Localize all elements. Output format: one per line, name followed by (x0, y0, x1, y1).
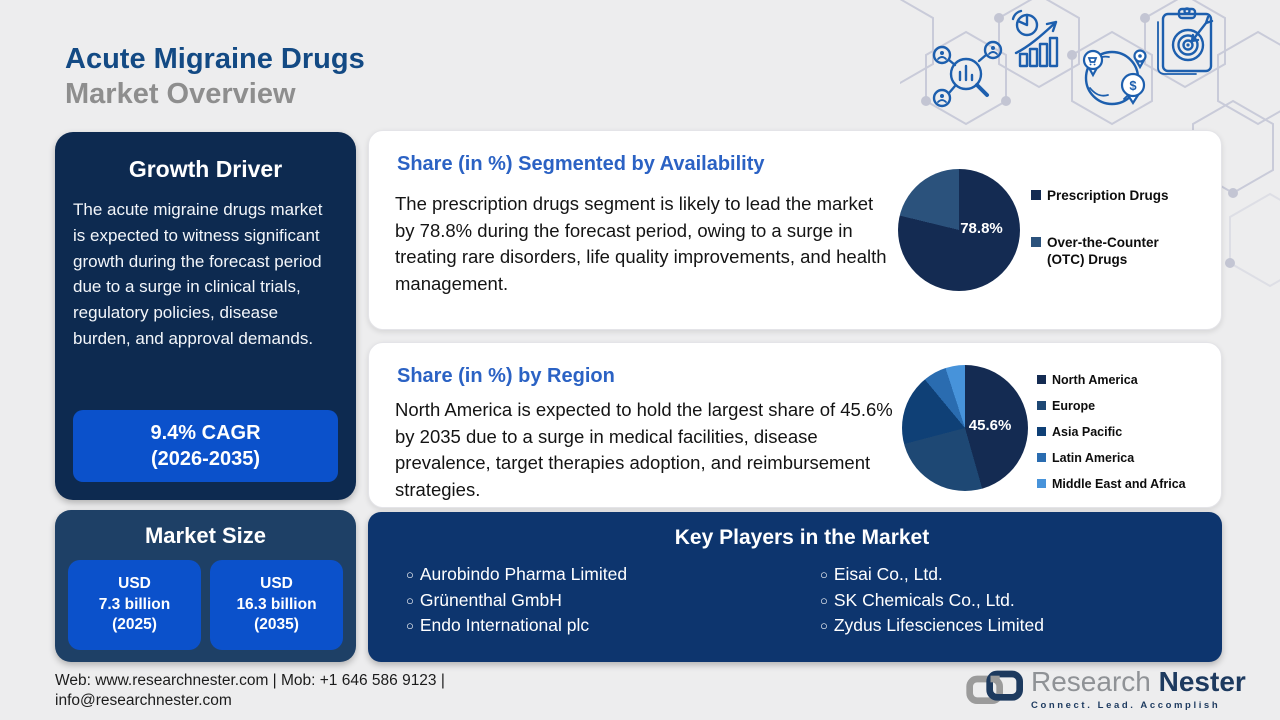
key-players-column-1: ○ Aurobindo Pharma Limited ○ Grünenthal Gmb… (406, 562, 820, 639)
key-player-name: Eisai Co., Ltd. (833, 564, 943, 584)
legend-marker-icon (1031, 236, 1041, 247)
region-legend: North America Europe Asia Pacific Latin Ame… (1037, 373, 1217, 492)
cagr-value: 9.4% CAGR (150, 422, 261, 444)
circle-bullet-icon: ○ (406, 618, 414, 634)
legend-label: Latin America (1052, 451, 1135, 465)
market-size-card: Market Size USD 7.3 billion (2025) USD 1… (55, 510, 356, 662)
legend-marker-icon (1037, 401, 1046, 410)
key-players-column-2: ○ Eisai Co., Ltd. ○ SK Chemicals Co., Ltd. ○… (820, 562, 1198, 639)
circle-bullet-icon: ○ (820, 592, 828, 608)
circle-bullet-icon: ○ (820, 618, 828, 634)
currency-label: USD (260, 575, 293, 593)
pie-percentage-label: 45.6% (968, 416, 1012, 434)
region-pie-chart: 45.6% (902, 365, 1028, 491)
pie-percentage-label: 78.8% (960, 220, 1003, 238)
key-player-item: ○ Zydus Lifesciences Limited (820, 613, 1198, 639)
key-player-item: ○ Eisai Co., Ltd. (820, 562, 1198, 588)
circle-bullet-icon: ○ (820, 567, 828, 582)
legend-label: Prescription Drugs (1047, 188, 1169, 203)
logo-word-nester: Nester (1150, 665, 1246, 697)
legend-item: Europe (1037, 399, 1217, 414)
availability-card-body: The prescription drugs segment is likely… (395, 193, 887, 294)
legend-label: Middle East and Africa (1052, 477, 1186, 491)
legend-item: Over-the-Counter (OTC) Drugs (1031, 234, 1211, 269)
svg-text:$: $ (1129, 78, 1137, 93)
year-label: (2035) (254, 616, 299, 634)
company-logo: Research Nester Connect. Lead. Accomplis… (963, 665, 1246, 713)
growth-chart-icon (1011, 9, 1059, 68)
logo-text: Research Nester Connect. Lead. Accomplis… (1031, 665, 1246, 711)
market-size-2035-badge: USD 16.3 billion (2035) (210, 560, 343, 650)
chain-links-logo-icon (966, 670, 1023, 704)
value-label: 16.3 billion (236, 595, 317, 613)
legend-marker-icon (1037, 479, 1046, 488)
legend-item: North America (1037, 373, 1217, 388)
network-research-icon (932, 40, 1003, 108)
key-player-name: Zydus Lifesciences Limited (833, 615, 1044, 636)
cagr-period: (2026-2035) (151, 448, 260, 470)
key-players-card: Key Players in the Market ○ Aurobindo Pha… (368, 512, 1222, 662)
logo-word-research: Research (1031, 665, 1151, 697)
legend-item: Prescription Drugs (1031, 187, 1211, 205)
growth-driver-title: Growth Driver (128, 156, 283, 182)
footer-web-phone: Web: www.researchnester.com | Mob: +1 64… (55, 672, 445, 689)
title-line-2: Market Overview (65, 77, 296, 110)
key-players-title: Key Players in the Market (674, 526, 930, 549)
key-player-item: ○ Aurobindo Pharma Limited (406, 562, 820, 588)
legend-label: North America (1052, 373, 1138, 387)
region-card-title: Share (in %) by Region (397, 365, 615, 387)
circle-bullet-icon: ○ (406, 592, 414, 608)
key-player-item: ○ Endo International plc (406, 613, 820, 639)
key-player-name: SK Chemicals Co., Ltd. (833, 589, 1015, 610)
legend-label: Asia Pacific (1052, 425, 1123, 439)
region-card-body: North America is expected to hold the la… (395, 399, 893, 500)
growth-driver-card: Growth Driver The acute migraine drugs m… (55, 132, 356, 500)
key-player-item: ○ Grünenthal GmbH (406, 588, 820, 614)
global-market-icon: $ (1082, 49, 1147, 106)
cagr-badge: 9.4% CAGR (2026-2035) (73, 410, 338, 482)
legend-marker-icon (1037, 453, 1046, 462)
value-label: 7.3 billion (98, 595, 171, 613)
growth-driver-body: The acute migraine drugs market is expec… (73, 200, 323, 349)
availability-pie-chart: 78.8% (898, 169, 1020, 291)
legend-marker-icon (1037, 375, 1046, 384)
footer-email[interactable]: info@researchnester.com (55, 692, 232, 710)
availability-card-title: Share (in %) Segmented by Availability (397, 153, 765, 175)
legend-label: Europe (1052, 399, 1096, 413)
availability-share-card: Share (in %) Segmented by Availability T… (368, 130, 1222, 330)
region-share-card: Share (in %) by Region North America is … (368, 342, 1222, 508)
year-label: (2025) (112, 616, 157, 634)
market-size-title: Market Size (144, 523, 267, 548)
market-size-values: USD 7.3 billion (2025) USD 16.3 billion … (68, 560, 343, 650)
key-player-item: ○ SK Chemicals Co., Ltd. (820, 588, 1198, 614)
key-player-name: Aurobindo Pharma Limited (419, 564, 628, 584)
legend-label: Over-the-Counter (OTC) Drugs (1047, 234, 1159, 268)
logo-wordmark: Research Nester (1031, 665, 1246, 697)
legend-item: Middle East and Africa (1037, 477, 1217, 492)
currency-label: USD (118, 575, 151, 593)
key-players-columns: ○ Aurobindo Pharma Limited ○ Grünenthal Gmb… (406, 562, 1198, 639)
legend-marker-icon (1037, 427, 1046, 436)
title-line-1: Acute Migraine Drugs (65, 43, 365, 75)
legend-item: Latin America (1037, 451, 1217, 466)
market-size-2025-badge: USD 7.3 billion (2025) (68, 560, 201, 650)
availability-legend: Prescription Drugs Over-the-Counter (OTC)… (1031, 187, 1211, 269)
page-title: Acute Migraine Drugs Market Overview (65, 42, 365, 112)
key-player-name: Grünenthal GmbH (419, 589, 562, 610)
legend-item: Asia Pacific (1037, 425, 1217, 440)
key-player-name: Endo International plc (419, 615, 590, 636)
circle-bullet-icon: ○ (406, 567, 414, 582)
footer-contact: Web: www.researchnester.com | Mob: +1 64… (55, 671, 445, 712)
target-plan-icon (1157, 7, 1214, 75)
legend-marker-icon (1031, 190, 1041, 200)
logo-tagline: Connect. Lead. Accomplish (1031, 699, 1221, 711)
